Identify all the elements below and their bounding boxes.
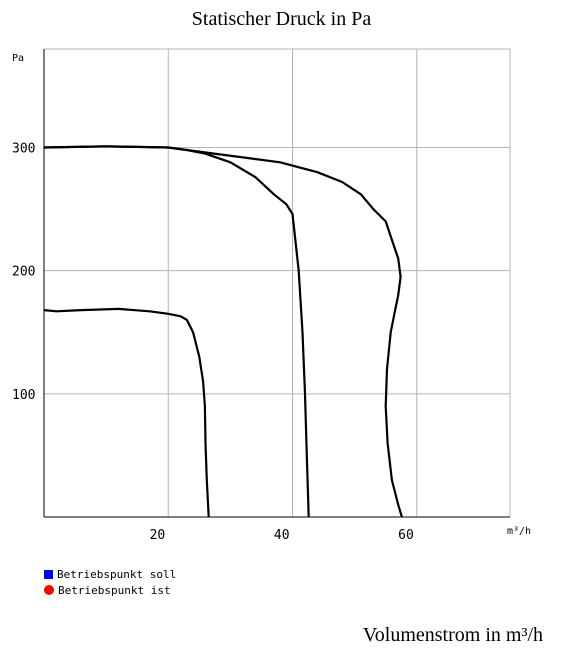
y-tick-label: 100 [12,388,35,403]
y-tick-label: 200 [12,265,35,280]
chart-title: Statischer Druck in Pa [191,8,372,30]
legend-item-soll: Betriebspunkt soll [44,566,176,582]
legend: Betriebspunkt soll Betriebspunkt ist [44,566,176,598]
axes [43,48,511,518]
tick-labels: 20 40 60 100 200 300 Pa m³/h [12,53,531,543]
y-tick-label: 300 [12,142,35,157]
series [43,145,403,518]
grid [44,49,510,517]
legend-item-ist: Betriebspunkt ist [44,582,176,598]
red-dot-icon [44,585,54,595]
series-curve-2 [43,145,310,518]
blue-square-icon [44,569,53,579]
x-tick-label: 20 [150,528,166,543]
legend-label-soll: Betriebspunkt soll [57,567,177,581]
y-unit-label: Pa [12,53,24,64]
x-axis-title: Volumenstrom in m³/h [362,624,543,646]
x-unit-label: m³/h [507,526,531,537]
legend-label-ist: Betriebspunkt ist [58,583,171,597]
x-tick-label: 40 [274,528,290,543]
x-tick-label: 60 [398,528,414,543]
series-curve-1 [43,307,210,518]
series-curve-3 [43,145,403,518]
